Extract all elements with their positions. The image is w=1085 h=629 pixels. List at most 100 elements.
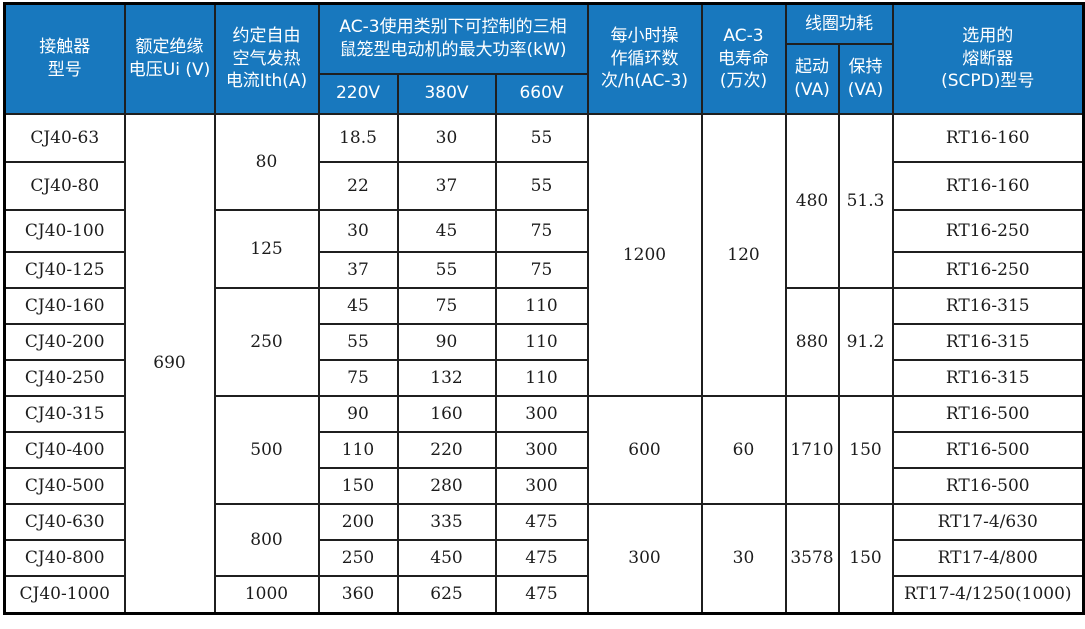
power-660-cell: 300 xyxy=(494,394,589,433)
power-380-cell: 335 xyxy=(396,502,497,541)
table-row: CJ40-500 150 280 300 RT16-500 xyxy=(3,466,1085,505)
fuse-cell: RT16-500 xyxy=(891,466,1085,505)
ui-value-cell: 690 xyxy=(123,112,216,615)
ith-group-cell: 250 xyxy=(213,286,320,397)
ith-group-cell: 125 xyxy=(213,208,320,289)
life-group-cell: 120 xyxy=(700,112,787,397)
col-header-model: 接触器 型号 xyxy=(3,2,126,115)
power-380-cell: 220 xyxy=(396,430,497,469)
model-cell: CJ40-250 xyxy=(3,358,126,397)
power-380-cell: 625 xyxy=(396,574,497,615)
power-380-cell: 37 xyxy=(396,160,497,211)
table-row: CJ40-160 250 45 75 110 880 91.2 RT16-315 xyxy=(3,286,1085,397)
fuse-cell: RT16-160 xyxy=(891,112,1085,163)
col-header-220v: 220V xyxy=(317,72,399,115)
power-660-cell: 110 xyxy=(494,286,589,325)
life-group-cell: 60 xyxy=(700,394,787,505)
fuse-cell: RT17-4/630 xyxy=(891,502,1085,541)
fuse-cell: RT16-500 xyxy=(891,394,1085,433)
col-header-ops-per-hour: 每小时操 作循环数 次/h(AC-3) xyxy=(586,2,703,115)
power-220-cell: 200 xyxy=(317,502,399,541)
power-220-cell: 360 xyxy=(317,574,399,615)
fuse-cell: RT17-4/1250(1000) xyxy=(891,574,1085,615)
fuse-cell: RT16-160 xyxy=(891,160,1085,211)
col-header-electrical-life: AC-3 电寿命 (万次) xyxy=(700,2,787,115)
power-380-cell: 55 xyxy=(396,250,497,289)
table-row: CJ40-200 55 90 110 RT16-315 xyxy=(3,322,1085,361)
power-220-cell: 30 xyxy=(317,208,399,253)
power-660-cell: 300 xyxy=(494,466,589,505)
col-header-fuse: 选用的 熔断器 (SCPD)型号 xyxy=(891,2,1085,115)
coil-hold-group-cell: 91.2 xyxy=(837,286,894,397)
table-row: CJ40-100 125 30 45 75 RT16-250 xyxy=(3,208,1085,289)
model-cell: CJ40-1000 xyxy=(3,574,126,615)
fuse-cell: RT16-250 xyxy=(891,208,1085,253)
table-row: CJ40-630 800 200 335 475 300 30 3578 150… xyxy=(3,502,1085,615)
col-header-ith: 约定自由 空气发热 电流Ith(A) xyxy=(213,2,320,115)
power-660-cell: 75 xyxy=(494,250,589,289)
power-220-cell: 110 xyxy=(317,430,399,469)
model-cell: CJ40-500 xyxy=(3,466,126,505)
ith-group-cell: 800 xyxy=(213,502,320,577)
power-220-cell: 150 xyxy=(317,466,399,505)
fuse-cell: RT16-500 xyxy=(891,430,1085,469)
model-cell: CJ40-400 xyxy=(3,430,126,469)
power-220-cell: 22 xyxy=(317,160,399,211)
power-660-cell: 475 xyxy=(494,502,589,541)
table-row: CJ40-315 500 90 160 300 600 60 1710 150 … xyxy=(3,394,1085,505)
model-cell: CJ40-630 xyxy=(3,502,126,541)
ops-group-cell: 1200 xyxy=(586,112,703,397)
power-660-cell: 55 xyxy=(494,112,589,163)
power-220-cell: 250 xyxy=(317,538,399,577)
table-row: CJ40-1000 1000 360 625 475 RT17-4/1250(1… xyxy=(3,574,1085,615)
fuse-cell: RT16-315 xyxy=(891,322,1085,361)
fuse-cell: RT16-250 xyxy=(891,250,1085,289)
model-cell: CJ40-80 xyxy=(3,160,126,211)
power-660-cell: 110 xyxy=(494,358,589,397)
ops-group-cell: 600 xyxy=(586,394,703,505)
ops-group-cell: 300 xyxy=(586,502,703,615)
power-220-cell: 45 xyxy=(317,286,399,325)
power-380-cell: 75 xyxy=(396,286,497,325)
power-380-cell: 45 xyxy=(396,208,497,253)
model-cell: CJ40-160 xyxy=(3,286,126,325)
model-cell: CJ40-315 xyxy=(3,394,126,433)
power-220-cell: 18.5 xyxy=(317,112,399,163)
coil-start-group-cell: 880 xyxy=(784,286,840,397)
coil-hold-group-cell: 150 xyxy=(837,502,894,615)
fuse-cell: RT17-4/800 xyxy=(891,538,1085,577)
model-cell: CJ40-200 xyxy=(3,322,126,361)
table-row: CJ40-400 110 220 300 RT16-500 xyxy=(3,430,1085,469)
power-380-cell: 30 xyxy=(396,112,497,163)
model-cell: CJ40-63 xyxy=(3,112,126,163)
power-380-cell: 450 xyxy=(396,538,497,577)
power-660-cell: 75 xyxy=(494,208,589,253)
fuse-cell: RT16-315 xyxy=(891,286,1085,325)
table-row: CJ40-125 37 55 75 RT16-250 xyxy=(3,250,1085,289)
coil-start-group-cell: 3578 xyxy=(784,502,840,615)
col-header-coil-hold: 保持 (VA) xyxy=(837,42,894,115)
col-header-power-group: AC-3使用类别下可控制的三相 鼠笼型电动机的最大功率(kW) xyxy=(317,2,589,75)
ith-group-cell: 80 xyxy=(213,112,320,211)
model-cell: CJ40-100 xyxy=(3,208,126,253)
col-header-coil-start: 起动 (VA) xyxy=(784,42,840,115)
power-660-cell: 110 xyxy=(494,322,589,361)
power-220-cell: 75 xyxy=(317,358,399,397)
coil-hold-group-cell: 51.3 xyxy=(837,112,894,289)
coil-hold-group-cell: 150 xyxy=(837,394,894,505)
power-380-cell: 132 xyxy=(396,358,497,397)
ith-group-cell: 1000 xyxy=(213,574,320,615)
fuse-cell: RT16-315 xyxy=(891,358,1085,397)
col-header-660v: 660V xyxy=(494,72,589,115)
contactor-spec-table: 接触器 型号 额定绝缘 电压Ui (V) 约定自由 空气发热 电流Ith(A) … xyxy=(3,2,1085,615)
table-row: CJ40-800 250 450 475 RT17-4/800 xyxy=(3,538,1085,577)
model-cell: CJ40-125 xyxy=(3,250,126,289)
coil-start-group-cell: 480 xyxy=(784,112,840,289)
power-660-cell: 300 xyxy=(494,430,589,469)
model-cell: CJ40-800 xyxy=(3,538,126,577)
power-380-cell: 280 xyxy=(396,466,497,505)
power-380-cell: 160 xyxy=(396,394,497,433)
coil-start-group-cell: 1710 xyxy=(784,394,840,505)
col-header-ui: 额定绝缘 电压Ui (V) xyxy=(123,2,216,115)
table-row: CJ40-63 690 80 18.5 30 55 1200 120 480 5… xyxy=(3,112,1085,615)
